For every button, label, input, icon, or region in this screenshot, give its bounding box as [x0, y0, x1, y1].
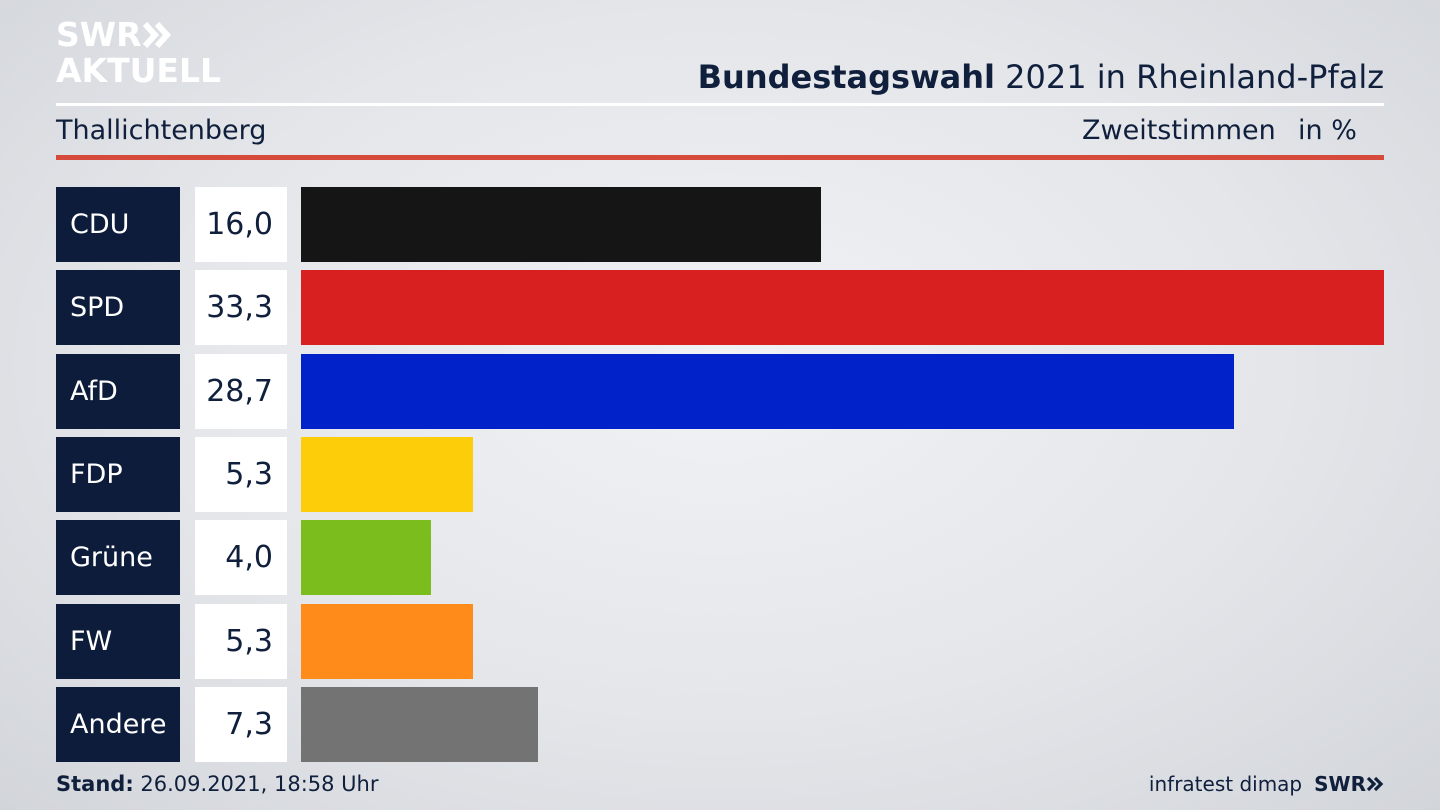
bar — [301, 353, 1234, 429]
title-rest: 2021 in Rheinland-Pfalz — [995, 58, 1384, 96]
party-label: Andere — [56, 686, 180, 762]
chart-row: FDP 5,3 — [56, 436, 1384, 512]
party-label: FDP — [56, 436, 180, 512]
source-label: infratest dimap — [1148, 772, 1303, 796]
bar — [301, 187, 821, 262]
swr-brand-text: SWR — [1314, 772, 1366, 796]
unit-label: in % — [1298, 115, 1357, 146]
chart-row: FW 5,3 — [56, 603, 1384, 679]
party-label: SPD — [56, 270, 180, 346]
swr-aktuell-logo: SWR AKTUELL — [56, 18, 226, 90]
chart-row: CDU 16,0 — [56, 187, 1384, 262]
stand-label: Stand: — [56, 772, 134, 796]
data-label: 16,0 — [195, 187, 287, 262]
bar — [301, 436, 473, 512]
logo-chevrons-icon — [142, 21, 172, 49]
location-label: Thallichtenberg — [56, 115, 267, 146]
bar — [301, 270, 1384, 346]
data-label: 5,3 — [195, 436, 287, 512]
source-credit: infratest dimap SWR — [1149, 772, 1384, 796]
bar — [301, 520, 431, 596]
data-label: 4,0 — [195, 520, 287, 596]
bar — [301, 686, 538, 762]
chart-row: Grüne 4,0 — [56, 520, 1384, 596]
bar — [301, 603, 473, 679]
data-label: 33,3 — [195, 270, 287, 346]
logo-line-1: SWR — [56, 15, 142, 54]
header-accent-line — [56, 155, 1384, 160]
swr-brand: SWR — [1314, 772, 1384, 796]
data-label: 28,7 — [195, 353, 287, 429]
timestamp: Stand: 26.09.2021, 18:58 Uhr — [56, 772, 379, 796]
stand-value: 26.09.2021, 18:58 Uhr — [133, 772, 379, 796]
data-label: 5,3 — [195, 603, 287, 679]
page-title: Bundestagswahl 2021 in Rheinland-Pfalz — [698, 58, 1384, 96]
party-label: CDU — [56, 187, 180, 262]
chart-row: Andere 7,3 — [56, 686, 1384, 762]
chart-row: SPD 33,3 — [56, 270, 1384, 346]
party-label: AfD — [56, 353, 180, 429]
vote-type-label: Zweitstimmen — [1082, 115, 1276, 146]
chart-row: AfD 28,7 — [56, 353, 1384, 429]
party-label: FW — [56, 603, 180, 679]
party-label: Grüne — [56, 520, 180, 596]
logo-line-2: AKTUELL — [56, 51, 222, 90]
header-divider — [56, 103, 1384, 106]
data-label: 7,3 — [195, 686, 287, 762]
swr-chevrons-icon — [1366, 776, 1384, 792]
title-bold: Bundestagswahl — [697, 58, 995, 96]
